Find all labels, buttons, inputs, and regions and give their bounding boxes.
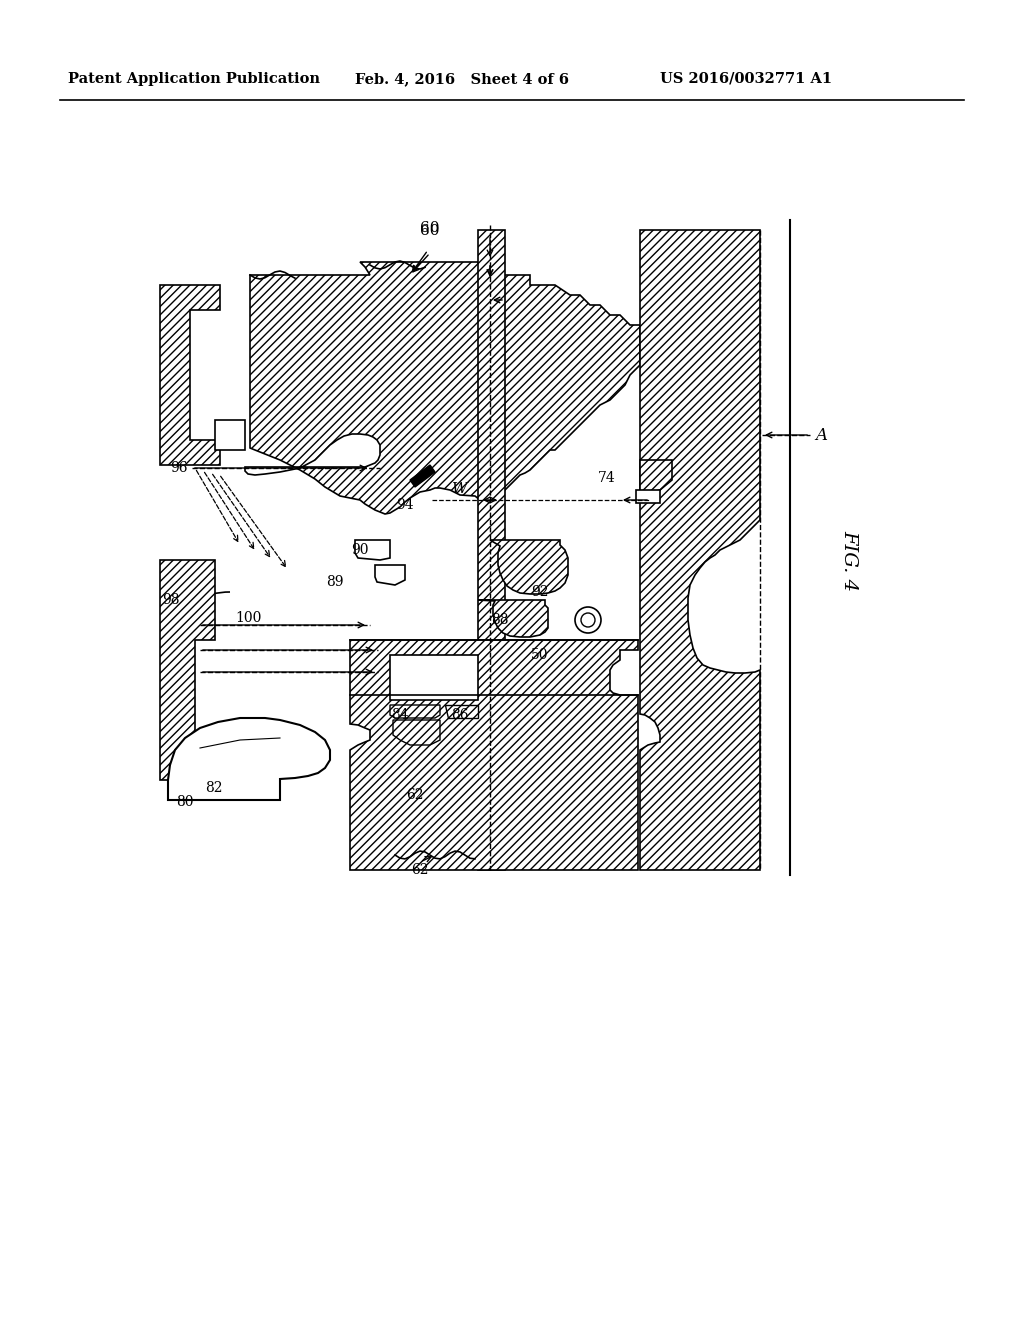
Polygon shape (350, 640, 638, 870)
Polygon shape (393, 719, 440, 744)
Polygon shape (160, 285, 220, 465)
Text: 84: 84 (391, 708, 409, 722)
Text: 100: 100 (234, 611, 261, 624)
Text: 50: 50 (531, 648, 549, 663)
Polygon shape (250, 261, 640, 513)
Text: 96: 96 (171, 461, 188, 475)
Text: 80: 80 (176, 795, 194, 809)
Polygon shape (478, 601, 548, 638)
Polygon shape (478, 230, 505, 870)
Polygon shape (410, 465, 435, 487)
Text: 62: 62 (412, 863, 429, 876)
Polygon shape (160, 560, 215, 780)
Polygon shape (245, 434, 380, 475)
Polygon shape (636, 490, 660, 503)
Text: 92: 92 (531, 585, 549, 599)
Polygon shape (640, 230, 760, 870)
Text: 88: 88 (492, 612, 509, 627)
Text: 82: 82 (205, 781, 223, 795)
Polygon shape (390, 655, 478, 700)
Text: W: W (453, 482, 468, 496)
Text: 89: 89 (327, 576, 344, 589)
Polygon shape (445, 705, 478, 718)
Text: 60: 60 (420, 220, 439, 235)
Text: 90: 90 (351, 543, 369, 557)
Text: Feb. 4, 2016   Sheet 4 of 6: Feb. 4, 2016 Sheet 4 of 6 (355, 73, 569, 86)
Text: 74: 74 (598, 471, 615, 484)
Text: 86: 86 (452, 708, 469, 722)
Text: 62: 62 (407, 788, 424, 803)
Text: FIG. 4: FIG. 4 (840, 529, 858, 590)
Circle shape (581, 612, 595, 627)
Polygon shape (215, 420, 245, 450)
Text: 94: 94 (396, 498, 414, 512)
Text: US 2016/0032771 A1: US 2016/0032771 A1 (660, 73, 833, 86)
Polygon shape (490, 540, 568, 594)
Polygon shape (168, 718, 330, 800)
Polygon shape (390, 705, 440, 718)
Circle shape (575, 607, 601, 634)
Text: 60: 60 (420, 224, 439, 238)
Polygon shape (355, 540, 390, 560)
Polygon shape (375, 565, 406, 585)
Text: Patent Application Publication: Patent Application Publication (68, 73, 319, 86)
Text: A: A (815, 426, 827, 444)
Polygon shape (640, 459, 672, 495)
Text: 98: 98 (163, 593, 180, 607)
